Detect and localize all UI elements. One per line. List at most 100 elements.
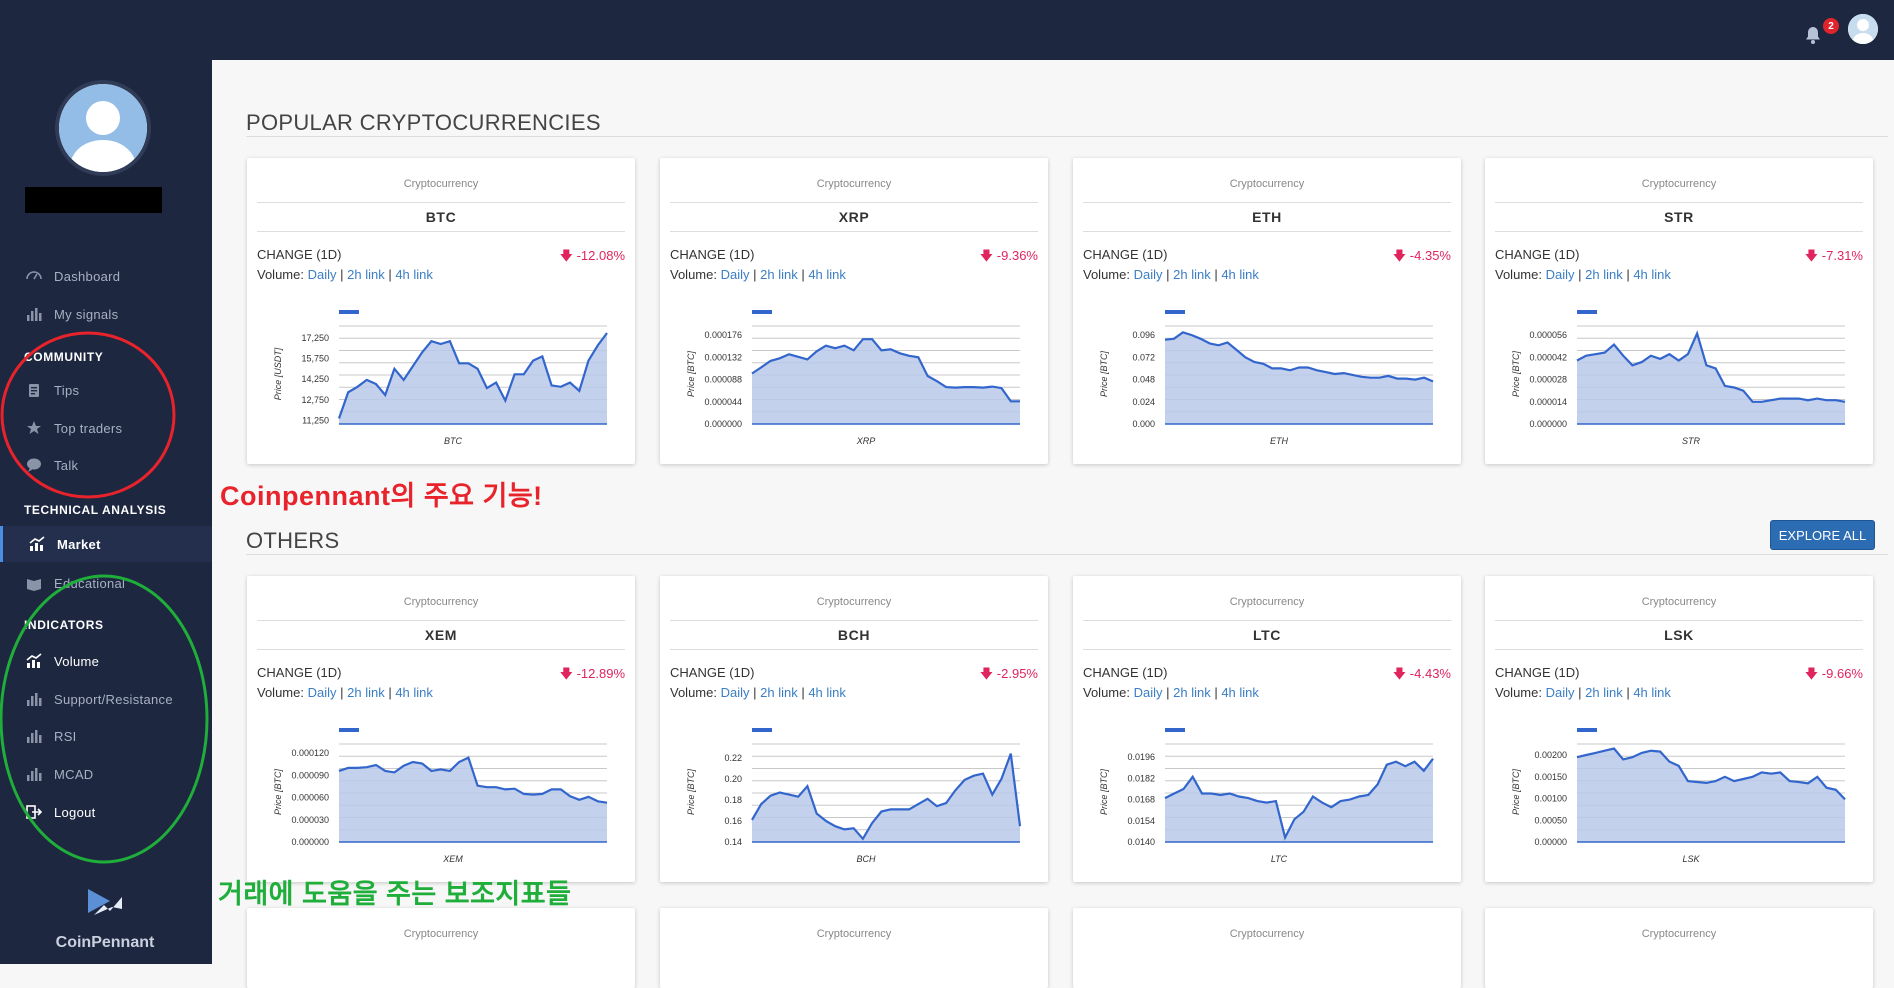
y-tick-label: 0.048 [1132, 375, 1155, 385]
profile-avatar[interactable] [55, 80, 151, 176]
daily-link[interactable]: Daily [1545, 685, 1575, 700]
user-avatar[interactable] [1848, 14, 1878, 44]
y-tick-label: 15,750 [301, 353, 329, 363]
crypto-card[interactable]: Cryptocurrency XRP CHANGE (1D) 🡇 -9.36% … [660, 158, 1048, 464]
crypto-card[interactable]: Cryptocurrency BCH CHANGE (1D) 🡇 -2.95% … [660, 576, 1048, 882]
change-label: CHANGE (1D) [1083, 665, 1168, 680]
4h-link[interactable]: 4h link [395, 267, 433, 282]
change-value: 🡇 -12.08% [560, 247, 625, 269]
y-tick-label: 0.000030 [291, 815, 329, 825]
crypto-symbol: BTC [257, 202, 625, 232]
4h-link[interactable]: 4h link [395, 685, 433, 700]
down-arrow-icon: 🡇 [559, 666, 573, 681]
crypto-card[interactable]: Cryptocurrency LTC CHANGE (1D) 🡇 -4.43% … [1073, 576, 1461, 882]
2h-link[interactable]: 2h link [347, 267, 385, 282]
card-caption: Cryptocurrency [816, 178, 892, 190]
y-axis-label: Price [BTC] [1099, 351, 1109, 398]
4h-link[interactable]: 4h link [808, 685, 846, 700]
sidebar: Dashboard My signals COMMUNITY Tips Top trad… [0, 0, 212, 964]
sidebar-item-dashboard[interactable]: Dashboard [0, 258, 212, 294]
sidebar-item-volume[interactable]: Volume [0, 643, 212, 679]
explore-all-button[interactable]: EXPLORE ALL [1770, 520, 1875, 550]
4h-link[interactable]: 4h link [1221, 267, 1259, 282]
2h-link[interactable]: 2h link [760, 685, 798, 700]
volume-links: Volume: Daily | 2h link | 4h link [1083, 685, 1259, 700]
change-percent: -9.36% [996, 248, 1038, 263]
crypto-symbol: XRP [670, 202, 1038, 232]
legend-swatch [1165, 728, 1185, 732]
2h-link[interactable]: 2h link [347, 685, 385, 700]
sidebar-item-mcad[interactable]: MCAD [0, 756, 212, 792]
change-value: 🡇 -7.31% [1805, 247, 1863, 269]
sidebar-item-educational[interactable]: Educational [0, 565, 212, 601]
crypto-card[interactable]: Cryptocurrency STR CHANGE (1D) 🡇 -7.31% … [1485, 158, 1873, 464]
4h-link[interactable]: 4h link [1633, 685, 1671, 700]
down-arrow-icon: 🡇 [1392, 248, 1407, 263]
y-tick-label: 17,250 [301, 333, 329, 343]
2h-link[interactable]: 2h link [1173, 267, 1211, 282]
crypto-symbol: STR [1495, 202, 1863, 232]
change-value: 🡇 -9.36% [980, 247, 1038, 269]
y-tick-label: 0.000176 [704, 330, 742, 340]
daily-link[interactable]: Daily [307, 685, 337, 700]
sidebar-item-top-traders[interactable]: Top traders [0, 410, 212, 446]
crypto-card[interactable]: Cryptocurrency [247, 908, 635, 988]
daily-link[interactable]: Daily [1545, 267, 1575, 282]
crypto-card[interactable]: Cryptocurrency [660, 908, 1048, 988]
crypto-card[interactable]: Cryptocurrency BTC CHANGE (1D) 🡇 -12.08%… [247, 158, 635, 464]
sidebar-item-support-resistance[interactable]: Support/Resistance [0, 681, 212, 717]
2h-link[interactable]: 2h link [1585, 685, 1623, 700]
2h-link[interactable]: 2h link [760, 267, 798, 282]
x-axis-label: LSK [1682, 854, 1700, 864]
y-tick-label: 0.0168 [1127, 795, 1155, 805]
card-caption: Cryptocurrency [1641, 178, 1717, 190]
notification-bell-icon[interactable] [1803, 25, 1823, 50]
y-axis-label: Price [BTC] [686, 769, 696, 816]
y-tick-label: 0.072 [1132, 352, 1155, 362]
4h-link[interactable]: 4h link [1633, 267, 1671, 282]
sidebar-item-talk[interactable]: Talk [0, 447, 212, 483]
crypto-card[interactable]: Cryptocurrency ETH CHANGE (1D) 🡇 -4.35% … [1073, 158, 1461, 464]
series-line [1576, 330, 1846, 403]
coinpennant-logo-icon [88, 889, 122, 915]
volume-links: Volume: Daily | 2h link | 4h link [257, 685, 433, 700]
area-fill [1165, 758, 1433, 842]
daily-link[interactable]: Daily [1133, 685, 1163, 700]
crypto-card[interactable]: Cryptocurrency [1073, 908, 1461, 988]
bar-chart-icon [24, 304, 44, 324]
daily-link[interactable]: Daily [720, 685, 750, 700]
daily-link[interactable]: Daily [307, 267, 337, 282]
sidebar-item-label: Dashboard [54, 268, 121, 284]
y-tick-label: 0.000 [1132, 419, 1155, 429]
y-tick-label: 0.22 [724, 753, 742, 763]
legend-swatch [1577, 728, 1597, 732]
y-axis-label: Price [BTC] [1511, 351, 1521, 398]
4h-link[interactable]: 4h link [1221, 685, 1259, 700]
y-tick-label: 14,250 [301, 374, 329, 384]
crypto-card[interactable]: Cryptocurrency [1485, 908, 1873, 988]
crypto-card[interactable]: Cryptocurrency XEM CHANGE (1D) 🡇 -12.89%… [247, 576, 635, 882]
sidebar-item-my-signals[interactable]: My signals [0, 296, 212, 332]
card-caption: Cryptocurrency [1641, 928, 1717, 940]
divider [246, 136, 1888, 137]
4h-link[interactable]: 4h link [808, 267, 846, 282]
coinpennant-logo[interactable]: CoinPennant [40, 885, 170, 952]
daily-link[interactable]: Daily [720, 267, 750, 282]
y-tick-label: 12,750 [301, 395, 329, 405]
crypto-symbol: ETH [1083, 202, 1451, 232]
2h-link[interactable]: 2h link [1585, 267, 1623, 282]
sidebar-item-market[interactable]: Market [0, 526, 212, 562]
2h-link[interactable]: 2h link [1173, 685, 1211, 700]
price-chart: 0.0140 0.0154 0.0168 0.0182 0.0196 LTC Price [… [1099, 728, 1434, 864]
x-axis-label: XEM [442, 854, 463, 864]
series-line [751, 338, 1020, 403]
sidebar-item-tips[interactable]: Tips [0, 372, 212, 408]
sidebar-item-label: Tips [54, 382, 80, 398]
down-arrow-icon: 🡇 [1392, 666, 1407, 681]
crypto-card[interactable]: Cryptocurrency LSK CHANGE (1D) 🡇 -9.66% … [1485, 576, 1873, 882]
section-header-community: COMMUNITY [24, 350, 104, 364]
y-tick-label: 0.00100 [1534, 794, 1567, 804]
y-tick-label: 0.00150 [1534, 772, 1567, 782]
sidebar-item-rsi[interactable]: RSI [0, 718, 212, 754]
daily-link[interactable]: Daily [1133, 267, 1163, 282]
